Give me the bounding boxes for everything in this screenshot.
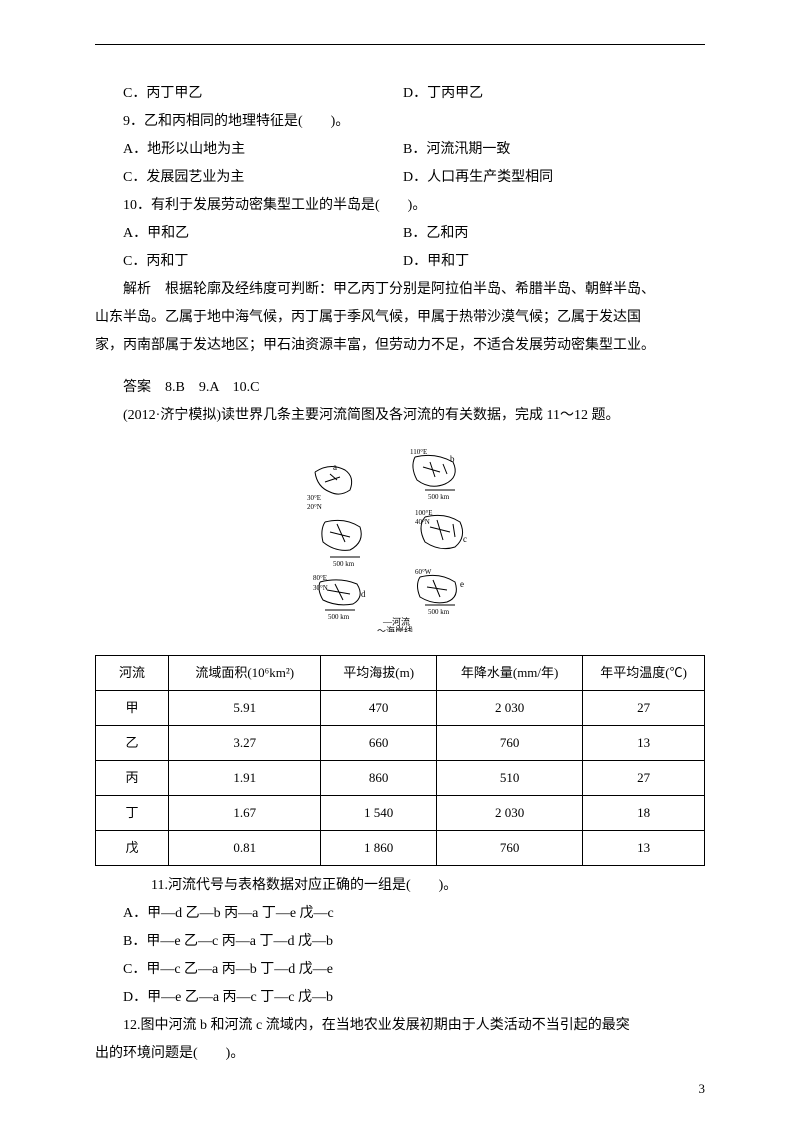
answer-line: 答案 8.B 9.A 10.C: [95, 374, 705, 402]
rivers-map-icon: a 30°E 20°N b 110°E 500 km c 100°E 40°N …: [295, 442, 505, 632]
q10-option-a: A．甲和乙: [95, 220, 375, 248]
rivers-map-figure: a 30°E 20°N b 110°E 500 km c 100°E 40°N …: [95, 442, 705, 643]
legend-coast: ～海岸线: [377, 625, 413, 632]
q10-option-d: D．甲和丁: [375, 248, 705, 276]
q10-row-ab: A．甲和乙 B．乙和丙: [95, 220, 705, 248]
q9-row-ab: A．地形以山地为主 B．河流汛期一致: [95, 136, 705, 164]
svg-text:500 km: 500 km: [428, 608, 450, 616]
q11-option-d: D．甲—e 乙—a 丙—c 丁—c 戊—b: [95, 984, 705, 1012]
q9-option-d: D．人口再生产类型相同: [375, 164, 705, 192]
table-row: 丁 1.67 1 540 2 030 18: [96, 796, 705, 831]
q12-stem-line2: 出的环境问题是( )。: [95, 1040, 705, 1068]
q12-stem-line1: 12.图中河流 b 和河流 c 流域内，在当地农业发展初期由于人类活动不当引起的…: [95, 1012, 705, 1040]
q8-options-cd: C．丙丁甲乙 D．丁丙甲乙: [95, 80, 705, 108]
th-river: 河流: [96, 656, 169, 691]
q9-option-a: A．地形以山地为主: [95, 136, 375, 164]
table-header-row: 河流 流域面积(10⁶km²) 平均海拔(m) 年降水量(mm/年) 年平均温度…: [96, 656, 705, 691]
table-row: 乙 3.27 660 760 13: [96, 726, 705, 761]
svg-text:80°E: 80°E: [313, 574, 327, 582]
q9-row-cd: C．发展园艺业为主 D．人口再生产类型相同: [95, 164, 705, 192]
svg-text:40°N: 40°N: [415, 518, 430, 526]
analysis-line3: 家，丙南部属于发达地区；甲石油资源丰富，但劳动力不足，不适合发展劳动密集型工业。: [95, 332, 705, 360]
rivers-table: 河流 流域面积(10⁶km²) 平均海拔(m) 年降水量(mm/年) 年平均温度…: [95, 655, 705, 866]
q9-stem: 9．乙和丙相同的地理特征是( )。: [95, 108, 705, 136]
q11-option-c: C．甲—c 乙—a 丙—b 丁—d 戊—e: [95, 956, 705, 984]
svg-text:500 km: 500 km: [428, 493, 450, 501]
svg-text:e: e: [460, 579, 464, 589]
svg-text:a: a: [333, 462, 337, 472]
th-area: 流域面积(10⁶km²): [169, 656, 321, 691]
svg-text:110°E: 110°E: [410, 448, 427, 456]
svg-text:30°N: 30°N: [313, 584, 328, 592]
analysis-line1: 解析 根据轮廓及经纬度可判断：甲乙丙丁分别是阿拉伯半岛、希腊半岛、朝鲜半岛、: [95, 276, 705, 304]
top-divider: [95, 44, 705, 45]
th-temp: 年平均温度(℃): [583, 656, 705, 691]
spacer: [95, 360, 705, 374]
svg-text:d: d: [361, 589, 366, 599]
table-row: 戊 0.81 1 860 760 13: [96, 831, 705, 866]
svg-text:b: b: [450, 454, 455, 464]
th-elev: 平均海拔(m): [321, 656, 437, 691]
q9-option-c: C．发展园艺业为主: [95, 164, 375, 192]
source-line: (2012·济宁模拟)读世界几条主要河流简图及各河流的有关数据，完成 11～12…: [95, 402, 705, 430]
th-precip: 年降水量(mm/年): [437, 656, 583, 691]
q11-option-b: B．甲—e 乙—c 丙—a 丁—d 戊—b: [95, 928, 705, 956]
table-row: 丙 1.91 860 510 27: [96, 761, 705, 796]
svg-text:c: c: [463, 534, 467, 544]
table-row: 甲 5.91 470 2 030 27: [96, 691, 705, 726]
svg-text:500 km: 500 km: [333, 560, 355, 568]
q11-stem: 11.河流代号与表格数据对应正确的一组是( )。: [95, 872, 705, 900]
q10-row-cd: C．丙和丁 D．甲和丁: [95, 248, 705, 276]
q8-option-d: D．丁丙甲乙: [375, 80, 705, 108]
q10-option-c: C．丙和丁: [95, 248, 375, 276]
q9-option-b: B．河流汛期一致: [375, 136, 705, 164]
q11-option-a: A．甲—d 乙—b 丙—a 丁—e 戊—c: [95, 900, 705, 928]
page-number: 3: [699, 1076, 706, 1102]
svg-text:60°W: 60°W: [415, 568, 432, 576]
q10-option-b: B．乙和丙: [375, 220, 705, 248]
svg-text:500 km: 500 km: [328, 613, 350, 621]
svg-text:30°E: 30°E: [307, 494, 321, 502]
analysis-line2: 山东半岛。乙属于地中海气候，丙丁属于季风气候，甲属于热带沙漠气候；乙属于发达国: [95, 304, 705, 332]
q10-stem: 10．有利于发展劳动密集型工业的半岛是( )。: [95, 192, 705, 220]
svg-text:20°N: 20°N: [307, 503, 322, 511]
q8-option-c: C．丙丁甲乙: [95, 80, 375, 108]
svg-text:100°E: 100°E: [415, 509, 433, 517]
